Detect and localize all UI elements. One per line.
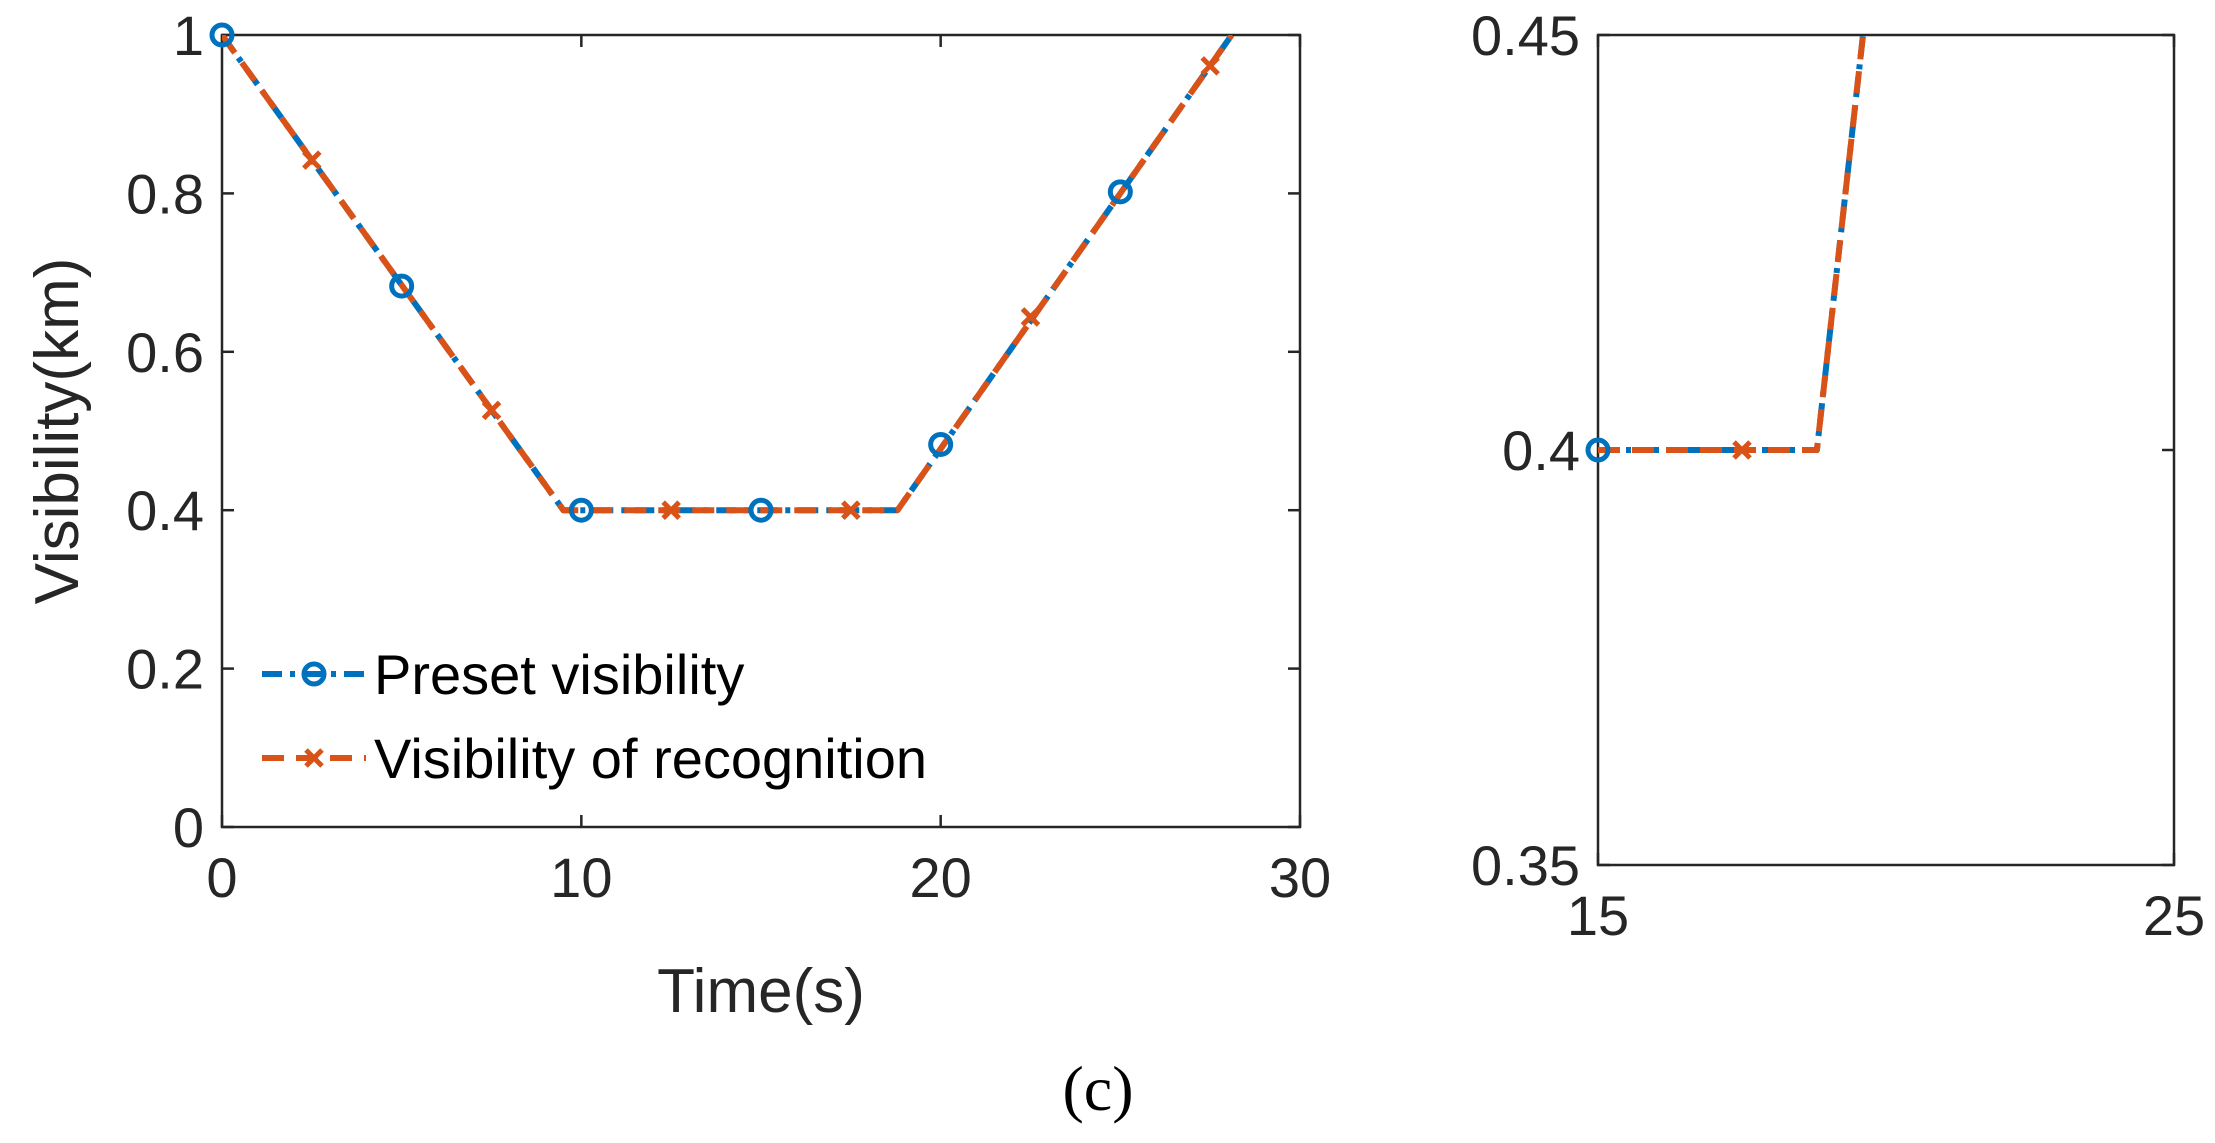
data-point-preset [1107, 179, 1133, 205]
data-point-recognition [1732, 440, 1752, 460]
legend-recognition-label: Visibility of recognition [374, 727, 927, 790]
legend-preset-marker [301, 661, 327, 687]
data-point-preset [568, 497, 594, 523]
y-tick-label: 0 [173, 796, 204, 859]
x-tick-label: 15 [1567, 884, 1629, 947]
data-point-preset [1585, 437, 1611, 463]
figure-caption: (c) [1062, 1053, 1133, 1124]
legend: Preset visibility Visibility of recognit… [262, 643, 927, 790]
legend-preset-label: Preset visibility [374, 643, 744, 706]
series-line-recognition [1598, 35, 1866, 453]
data-point-preset [748, 497, 774, 523]
x-tick-label: 30 [1269, 846, 1331, 909]
data-point-recognition [661, 500, 681, 520]
main-chart: 0 10 20 30 0 0.2 0.4 0.6 0.8 1 Time(s) Visibility… [23, 4, 1331, 1026]
data-point-recognition [1200, 56, 1220, 76]
x-tick-label: 0 [206, 846, 237, 909]
data-point-recognition [841, 500, 861, 520]
legend-recognition-marker [304, 748, 324, 768]
data-point-recognition [1020, 307, 1041, 327]
x-tick-label: 20 [910, 846, 972, 909]
main-plot-frame [220, 33, 1302, 829]
data-point-preset [928, 431, 954, 457]
series-line-recognition [222, 35, 1235, 514]
y-tick-label: 0.4 [126, 479, 204, 542]
y-tick-label: 0.8 [126, 162, 204, 225]
data-point-preset [209, 22, 235, 48]
y-axis-label: Visibility(km) [23, 258, 92, 605]
data-point-recognition [302, 150, 322, 170]
y-tick-label: 1 [173, 4, 204, 67]
data-point-preset [389, 273, 415, 299]
zoom-chart: 15 25 0.35 0.4 0.45 [1471, 4, 2205, 947]
y-tick-label: 0.4 [1502, 419, 1580, 482]
y-tick-label: 0.45 [1471, 4, 1580, 67]
x-tick-label: 10 [550, 846, 612, 909]
data-point-recognition [481, 400, 502, 421]
y-tick-label: 0.2 [126, 638, 204, 701]
y-tick-label: 0.35 [1471, 834, 1580, 897]
x-axis-label: Time(s) [657, 957, 865, 1026]
y-tick-label: 0.6 [126, 321, 204, 384]
x-tick-label: 25 [2143, 884, 2205, 947]
